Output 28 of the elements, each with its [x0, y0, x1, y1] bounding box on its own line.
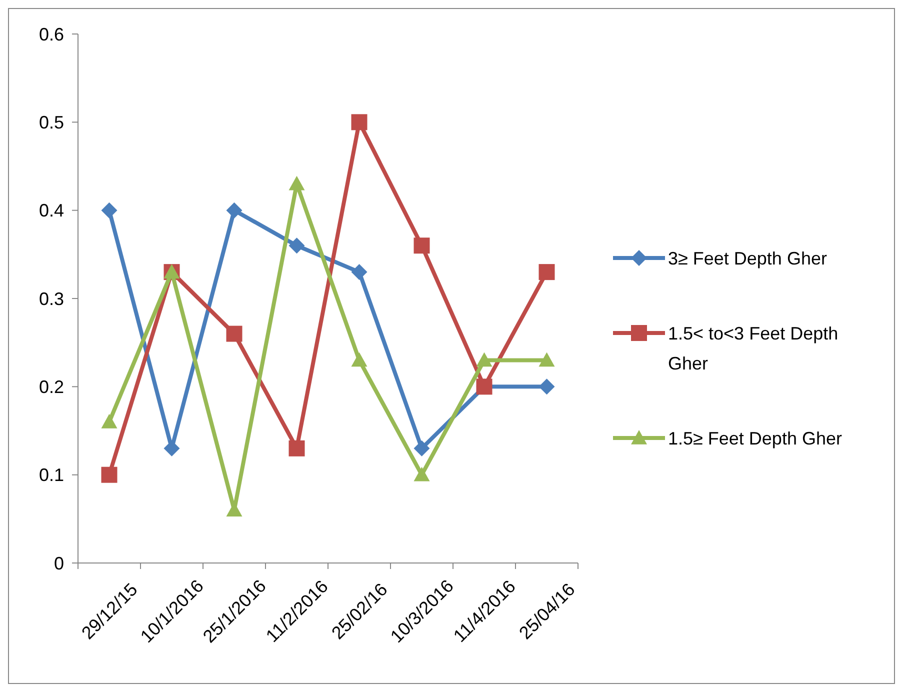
point: [351, 352, 368, 367]
y-tick-label: 0.6: [38, 24, 64, 44]
y-tick-label: 0.4: [38, 200, 64, 221]
point: [226, 202, 242, 218]
point: [101, 466, 118, 483]
point: [538, 264, 555, 280]
point: [538, 378, 555, 395]
point: [538, 352, 555, 367]
y-tick-label: 0: [54, 553, 64, 574]
y-tick-label: 0.5: [38, 112, 64, 132]
point: [288, 440, 305, 456]
point: [351, 264, 368, 280]
point: [101, 202, 118, 218]
y-tick-label: 0.1: [38, 465, 64, 486]
legend-label: 3≥ Feet Depth Gher: [668, 248, 827, 268]
point: [476, 352, 492, 367]
point: [414, 466, 430, 482]
point: [351, 114, 368, 130]
point: [288, 238, 305, 254]
point: [288, 176, 305, 190]
legend-label: 1.5≥ Feet Depth Gher: [668, 428, 842, 448]
legend-label: 1.5< to<3 Feet Depth Gher: [668, 323, 838, 374]
y-tick-label: 0.2: [38, 376, 64, 397]
point: [226, 326, 242, 342]
point: [414, 440, 430, 456]
point: [414, 238, 430, 254]
y-tick-label: 0.3: [38, 288, 64, 309]
point: [101, 414, 118, 428]
